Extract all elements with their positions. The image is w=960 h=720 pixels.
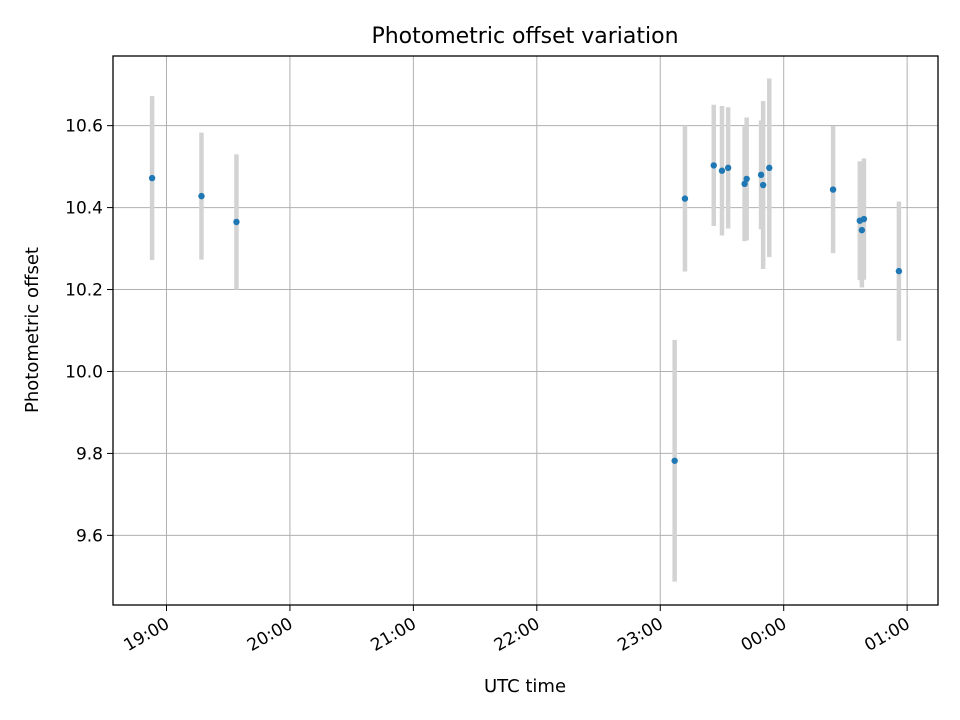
grid xyxy=(113,56,938,605)
plot-frame xyxy=(112,55,939,606)
data-point xyxy=(710,162,717,169)
data-point xyxy=(829,186,837,193)
x-axis-label: UTC time xyxy=(484,676,566,697)
data-point xyxy=(766,164,773,172)
data-point xyxy=(724,164,732,172)
data-point xyxy=(895,267,903,275)
y-tick-label: 10.2 xyxy=(65,281,103,301)
data-point xyxy=(198,192,205,200)
y-axis-label: Photometric offset xyxy=(22,247,43,413)
data-point xyxy=(148,174,156,182)
data-point xyxy=(741,180,748,188)
data-point xyxy=(681,195,689,202)
data-point xyxy=(233,218,240,226)
y-axis-ticks: 9.6 9.8 10.0 10.2 10.4 10.6 xyxy=(65,117,113,546)
y-tick-label: 9.6 xyxy=(76,526,103,546)
data-point xyxy=(757,171,765,179)
y-tick-label: 10.0 xyxy=(65,362,103,382)
data-point xyxy=(759,181,767,189)
data-point xyxy=(671,457,678,464)
y-tick-label: 10.4 xyxy=(65,199,103,219)
chart-title: Photometric offset variation xyxy=(371,24,678,49)
y-tick-label: 10.6 xyxy=(65,117,103,137)
data-point xyxy=(743,175,750,183)
data-point xyxy=(858,226,866,234)
data-points xyxy=(148,162,903,464)
data-point xyxy=(860,215,868,223)
y-tick-label: 9.8 xyxy=(76,444,103,464)
data-point xyxy=(718,167,726,174)
